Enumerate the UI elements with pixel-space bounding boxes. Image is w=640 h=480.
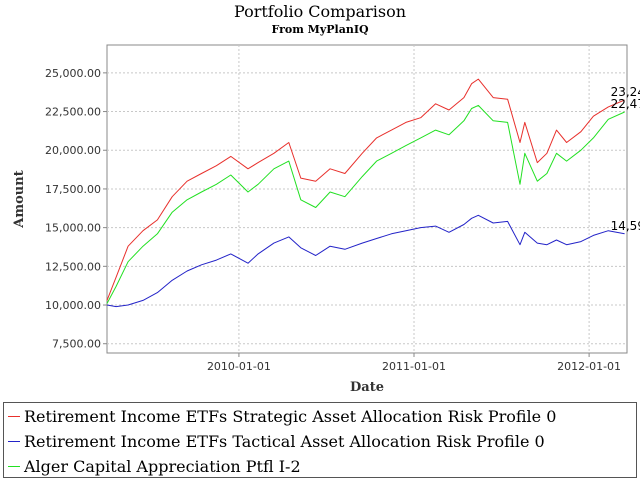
y-tick-label: 10,000.00 [45,299,101,312]
series-line-tactical [106,214,625,308]
grid [107,45,627,353]
legend-label-alger: Alger Capital Appreciation Ptfl I-2 [24,456,301,476]
y-axis: 7,500.00 10,000.00 12,500.00 15,000.00 17,50… [45,67,107,351]
chart: Portfolio Comparison From MyPlanIQ 7,500… [12,2,640,395]
y-tick-label: 12,500.00 [45,260,101,273]
legend-swatch-alger [8,465,20,467]
series-line-strategic [106,78,625,301]
series-line-alger [106,104,625,304]
legend-item-strategic: Retirement Income ETFs Strategic Asset A… [8,404,556,428]
x-tick-label: 2011-01-01 [382,360,446,373]
x-axis: 2010-01-01 2011-01-01 2012-01-01 [207,353,621,373]
chart-subtitle: From MyPlanIQ [271,23,369,36]
y-tick-label: 15,000.00 [45,222,101,235]
end-value-label: 14,599 [611,219,640,233]
end-value-label: 23,247 [611,85,640,99]
plot-area [106,44,628,354]
y-tick-label: 22,500.00 [45,106,101,119]
y-tick-label: 7,500.00 [52,338,101,351]
x-tick-label: 2010-01-01 [207,360,271,373]
y-axis-label: Amount [12,170,27,228]
y-tick-label: 17,500.00 [45,183,101,196]
y-tick-label: 25,000.00 [45,67,101,80]
legend-label-tactical: Retirement Income ETFs Tactical Asset Al… [24,431,545,451]
legend-swatch-strategic [8,415,20,417]
legend-label-strategic: Retirement Income ETFs Strategic Asset A… [24,406,557,426]
x-tick-label: 2012-01-01 [557,360,621,373]
y-tick-label: 20,000.00 [45,144,101,157]
series-lines [106,78,625,308]
legend-item-alger: Alger Capital Appreciation Ptfl I-2 [8,454,301,478]
chart-title: Portfolio Comparison [234,2,406,21]
legend-item-tactical: Retirement Income ETFs Tactical Asset Al… [8,429,545,453]
end-labels: 23,247 14,599 22,470 [611,85,640,233]
end-value-label: 22,470 [611,97,640,111]
legend-swatch-tactical [8,440,20,442]
legend: Retirement Income ETFs Strategic Asset A… [3,402,637,478]
x-axis-label: Date [350,380,384,395]
